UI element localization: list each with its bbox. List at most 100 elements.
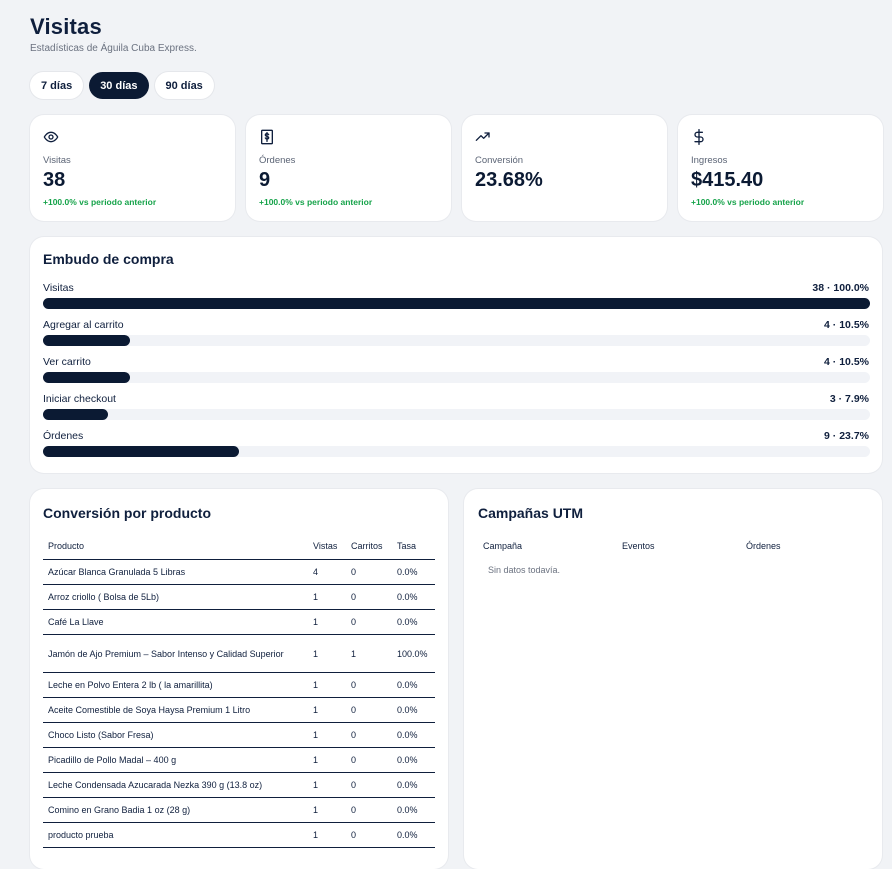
product-name: Picadillo de Pollo Madal – 400 g — [43, 747, 308, 773]
table-row[interactable]: Leche en Polvo Entera 2 lb ( la amarilli… — [43, 672, 435, 698]
product-name: Jamón de Ajo Premium – Sabor Intenso y C… — [43, 634, 308, 673]
kpi-card-revenue: Ingresos $415.40 +100.0% vs periodo ante… — [678, 115, 883, 221]
table-row[interactable]: Jamón de Ajo Premium – Sabor Intenso y C… — [43, 634, 435, 673]
funnel-step: Agregar al carrito 4 · 10.5% — [43, 319, 870, 346]
product-name: Leche en Polvo Entera 2 lb ( la amarilli… — [43, 672, 308, 698]
product-name: Arroz criollo ( Bolsa de 5Lb) — [43, 584, 308, 610]
column-header-rate: Tasa — [392, 533, 435, 560]
funnel-bar-track — [43, 446, 870, 457]
funnel-card: Embudo de compra Visitas 38 · 100.0% Agre… — [30, 237, 882, 473]
kpi-label: Conversión — [475, 155, 524, 166]
funnel-step: Visitas 38 · 100.0% — [43, 282, 870, 309]
column-header-orders: Órdenes — [746, 541, 781, 551]
kpi-label: Visitas — [43, 155, 71, 166]
funnel-bar-fill — [43, 409, 109, 420]
table-row[interactable]: producto prueba 1 0 0.0% — [43, 822, 435, 848]
utm-campaigns-card: Campañas UTM Campaña Eventos Órdenes Sin… — [464, 489, 882, 869]
kpi-label: Ingresos — [691, 155, 728, 166]
product-views: 1 — [308, 772, 346, 798]
product-rate: 0.0% — [392, 697, 435, 723]
product-name: Café La Llave — [43, 609, 308, 635]
product-rate: 0.0% — [392, 672, 435, 698]
product-rate: 0.0% — [392, 722, 435, 748]
kpi-delta: +100.0% vs periodo anterior — [691, 197, 805, 207]
product-rate: 0.0% — [392, 559, 435, 585]
product-carts: 0 — [346, 822, 392, 848]
table-header-row: Campaña Eventos Órdenes — [478, 533, 868, 559]
table-row[interactable]: Choco Listo (Sabor Fresa) 1 0 0.0% — [43, 722, 435, 748]
funnel-step-count: 38 · 100.0% — [812, 282, 869, 294]
funnel-bar-fill — [43, 335, 130, 346]
empty-state-text: Sin datos todavía. — [488, 565, 561, 575]
table-row[interactable]: Picadillo de Pollo Madal – 400 g 1 0 0.0% — [43, 747, 435, 773]
product-rate: 0.0% — [392, 772, 435, 798]
kpi-card-conversion: Conversión 23.68% — [462, 115, 667, 221]
table-row[interactable]: Comino en Grano Badia 1 oz (28 g) 1 0 0.0% — [43, 797, 435, 823]
product-carts: 0 — [346, 672, 392, 698]
tab-90-days[interactable]: 90 días — [154, 72, 214, 99]
product-views: 1 — [308, 747, 346, 773]
table-row[interactable]: Aceite Comestible de Soya Haysa Premium … — [43, 697, 435, 723]
table-row[interactable]: Azúcar Blanca Granulada 5 Libras 4 0 0.0% — [43, 559, 435, 585]
product-rate: 0.0% — [392, 747, 435, 773]
product-rate: 100.0% — [392, 634, 435, 673]
eye-icon — [43, 128, 222, 146]
product-views: 1 — [308, 797, 346, 823]
kpi-value: 23.68% — [475, 169, 543, 191]
dollar-icon — [691, 128, 870, 146]
funnel-step-count: 4 · 10.5% — [824, 356, 869, 368]
product-carts: 0 — [346, 797, 392, 823]
funnel-step-label: Agregar al carrito — [43, 319, 124, 331]
product-conversion-card: Conversión por producto Producto Vistas … — [30, 489, 448, 869]
product-carts: 0 — [346, 584, 392, 610]
product-name: producto prueba — [43, 822, 308, 848]
kpi-label: Órdenes — [259, 155, 296, 166]
trending-up-icon — [475, 128, 654, 146]
kpi-value: 38 — [43, 169, 66, 191]
table-row[interactable]: Arroz criollo ( Bolsa de 5Lb) 1 0 0.0% — [43, 584, 435, 610]
column-header-views: Vistas — [308, 533, 346, 560]
funnel-bar-fill — [43, 372, 130, 383]
product-views: 1 — [308, 672, 346, 698]
product-carts: 1 — [346, 634, 392, 673]
product-views: 4 — [308, 559, 346, 585]
date-range-tabs: 7 días 30 días 90 días — [30, 72, 214, 99]
kpi-value: 9 — [259, 169, 271, 191]
product-views: 1 — [308, 697, 346, 723]
kpi-value: $415.40 — [691, 169, 764, 191]
tab-30-days[interactable]: 30 días — [89, 72, 149, 99]
page-title: Visitas — [30, 14, 102, 39]
funnel-bar-track — [43, 335, 870, 346]
product-views: 1 — [308, 634, 346, 673]
kpi-card-visits: Visitas 38 +100.0% vs periodo anterior — [30, 115, 235, 221]
kpi-row: Visitas 38 +100.0% vs periodo anterior Ó… — [30, 115, 883, 221]
funnel-title: Embudo de compra — [43, 251, 174, 267]
product-carts: 0 — [346, 747, 392, 773]
funnel-step-count: 3 · 7.9% — [829, 393, 869, 405]
product-name: Azúcar Blanca Granulada 5 Libras — [43, 559, 308, 585]
product-views: 1 — [308, 584, 346, 610]
column-header-campaign: Campaña — [483, 541, 523, 551]
table-row[interactable]: Café La Llave 1 0 0.0% — [43, 609, 435, 635]
table-row[interactable]: Leche Condensada Azucarada Nezka 390 g (… — [43, 772, 435, 798]
funnel-step-label: Iniciar checkout — [43, 393, 116, 405]
utm-campaigns-title: Campañas UTM — [478, 505, 584, 521]
product-carts: 0 — [346, 722, 392, 748]
column-header-events: Eventos — [622, 541, 655, 551]
funnel-step-label: Órdenes — [43, 430, 84, 442]
product-name: Aceite Comestible de Soya Haysa Premium … — [43, 697, 308, 723]
page-subtitle: Estadísticas de Águila Cuba Express. — [30, 43, 197, 54]
product-conversion-title: Conversión por producto — [43, 505, 211, 521]
product-carts: 0 — [346, 772, 392, 798]
product-rate: 0.0% — [392, 609, 435, 635]
funnel-step: Iniciar checkout 3 · 7.9% — [43, 393, 870, 420]
product-views: 1 — [308, 609, 346, 635]
funnel-bar-track — [43, 409, 870, 420]
utm-table: Campaña Eventos Órdenes — [478, 533, 868, 559]
product-views: 1 — [308, 822, 346, 848]
product-name: Leche Condensada Azucarada Nezka 390 g (… — [43, 772, 308, 798]
funnel-bar-track — [43, 298, 870, 309]
tab-7-days[interactable]: 7 días — [30, 72, 84, 99]
table-header-row: Producto Vistas Carritos Tasa — [43, 533, 435, 560]
funnel-bar-fill — [43, 446, 239, 457]
